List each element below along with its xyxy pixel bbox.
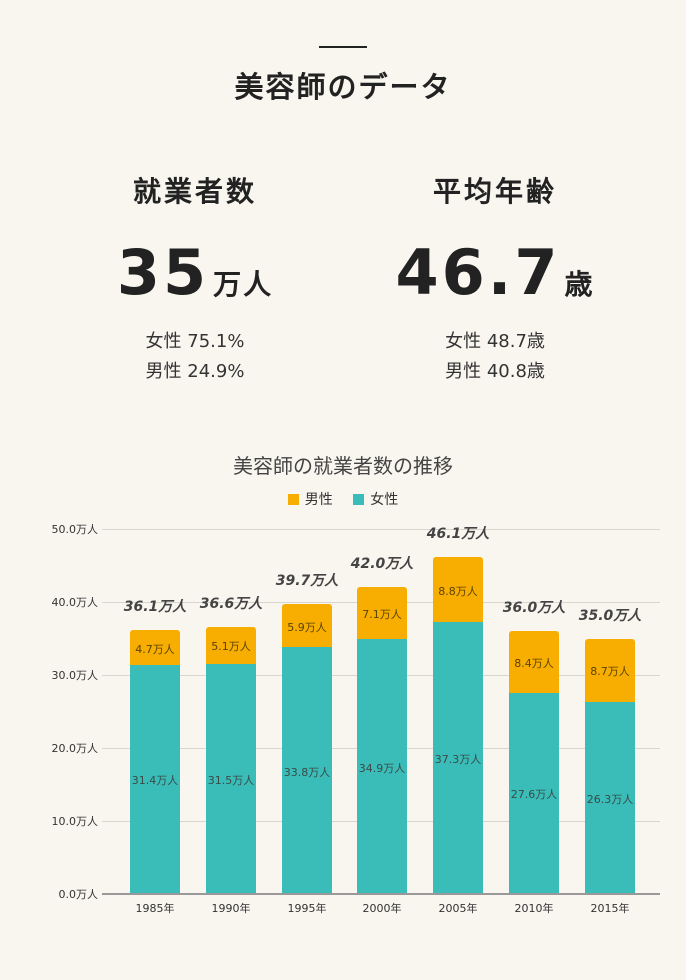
x-axis-line: [102, 893, 660, 895]
bar-total-label: 42.0万人: [350, 556, 414, 573]
bar-segment-male: 5.9万人: [282, 604, 332, 648]
stat-heading: 就業者数: [132, 175, 257, 208]
bar-total-label: 39.7万人: [275, 573, 339, 590]
segment-value-label: 31.5万人: [207, 774, 255, 788]
stat-female: 女性 48.7歳: [445, 331, 545, 352]
segment-value-label: 7.1万人: [362, 608, 402, 622]
legend-item-female: 女性: [353, 489, 398, 509]
bar-total-label: 46.1万人: [426, 526, 490, 543]
bar-segment-female: 27.6万人: [509, 692, 559, 894]
stat-female: 女性 75.1%: [145, 331, 245, 352]
segment-value-label: 8.4万人: [514, 656, 554, 670]
segment-value-label: 26.3万人: [586, 792, 634, 806]
y-tick-label: 50.0万人: [51, 523, 99, 536]
bar-total-label: 36.6万人: [199, 595, 263, 612]
segment-value-label: 8.7万人: [590, 665, 630, 679]
y-tick-label: 10.0万人: [51, 815, 99, 828]
bar-segment-male: 4.7万人: [130, 630, 180, 665]
bar-total-label: 35.0万人: [578, 607, 642, 624]
stat-unit: 万人: [213, 268, 274, 301]
bar-segment-female: 37.3万人: [433, 621, 483, 894]
bar-segment-male: 8.8万人: [433, 557, 483, 622]
female-swatch-icon: [353, 494, 365, 505]
bar-segment-female: 26.3万人: [585, 702, 635, 894]
segment-value-label: 5.1万人: [211, 640, 251, 654]
bar-total-label: 36.0万人: [502, 600, 566, 617]
y-tick-label: 20.0万人: [51, 742, 99, 755]
y-tick-label: 40.0万人: [51, 596, 99, 609]
stat-unit: 歳: [564, 268, 595, 301]
legend-label: 男性: [304, 492, 333, 508]
title-rule: [319, 46, 367, 48]
stat-male: 男性 40.8歳: [445, 361, 545, 382]
x-tick-label: 2015年: [590, 902, 630, 915]
bar-segment-male: 7.1万人: [357, 587, 407, 640]
bar-segment-male: 5.1万人: [206, 626, 256, 665]
y-tick-label: 30.0万人: [51, 669, 99, 682]
bar-segment-female: 34.9万人: [357, 639, 407, 894]
page-title: 美容師のデータ: [234, 70, 452, 104]
bar-segment-female: 33.8万人: [282, 647, 332, 894]
x-tick-label: 1985年: [135, 902, 175, 915]
stat-number: 35: [116, 236, 210, 309]
segment-value-label: 31.4万人: [131, 774, 179, 788]
x-tick-label: 1990年: [211, 902, 251, 915]
bar-segment-male: 8.4万人: [509, 631, 559, 693]
bar-segment-male: 8.7万人: [585, 638, 635, 702]
x-tick-label: 1995年: [287, 902, 327, 915]
x-tick-label: 2010年: [514, 902, 554, 915]
bar-segment-female: 31.5万人: [206, 664, 256, 894]
chart-legend: 男性 女性: [0, 489, 686, 509]
stat-heading: 平均年齢: [432, 175, 557, 208]
segment-value-label: 4.7万人: [135, 642, 175, 656]
legend-item-male: 男性: [287, 489, 333, 509]
gridline: [102, 529, 660, 530]
bar-segment-female: 31.4万人: [130, 664, 180, 894]
x-tick-label: 2005年: [438, 902, 478, 915]
bar-total-label: 36.1万人: [123, 599, 187, 616]
segment-value-label: 34.9万人: [358, 761, 406, 775]
segment-value-label: 27.6万人: [510, 788, 558, 802]
legend-label: 女性: [370, 492, 399, 508]
segment-value-label: 37.3万人: [434, 752, 482, 766]
stat-value: 46.7 歳: [365, 236, 625, 309]
segment-value-label: 8.8万人: [438, 584, 478, 598]
chart-title: 美容師の就業者数の推移: [233, 454, 453, 478]
stat-value: 35 万人: [65, 236, 325, 309]
segment-value-label: 33.8万人: [283, 765, 331, 779]
stat-number: 46.7: [395, 236, 561, 309]
stat-male: 男性 24.9%: [145, 361, 245, 382]
y-tick-label: 0.0万人: [58, 888, 99, 901]
segment-value-label: 5.9万人: [287, 620, 327, 634]
male-swatch-icon: [287, 494, 299, 505]
x-tick-label: 2000年: [362, 902, 402, 915]
